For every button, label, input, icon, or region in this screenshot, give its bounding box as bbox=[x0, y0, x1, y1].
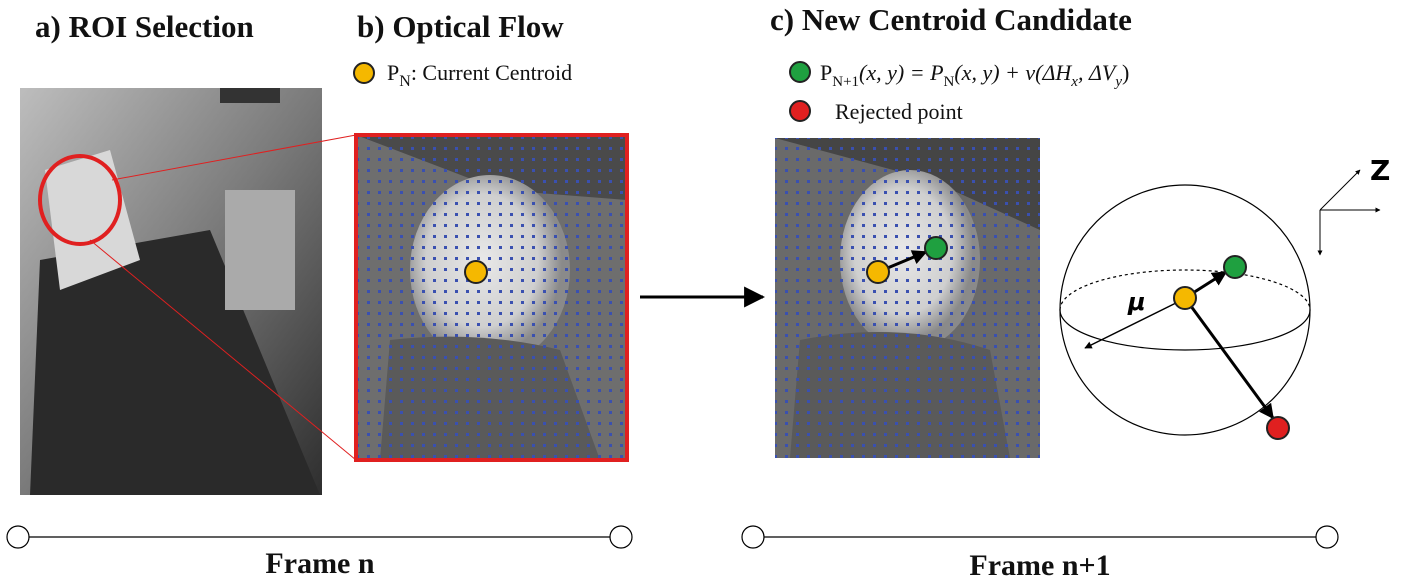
panel-title: c) New Centroid Candidate bbox=[770, 2, 1132, 37]
candidate-centroid bbox=[925, 237, 947, 259]
candidate-icon bbox=[790, 62, 810, 82]
roi-photo bbox=[20, 88, 322, 495]
rejected-vector bbox=[1185, 298, 1273, 418]
frame-label: Frame n bbox=[265, 547, 374, 580]
current-centroid bbox=[465, 261, 487, 283]
frame-label: Frame n+1 bbox=[969, 549, 1110, 581]
candidate-centroid bbox=[1224, 256, 1246, 278]
candidate-image bbox=[775, 138, 1040, 458]
current-centroid bbox=[867, 261, 889, 283]
axis-label: Z bbox=[1370, 154, 1390, 187]
rejected-point bbox=[1267, 417, 1289, 439]
subscript: N bbox=[399, 73, 411, 90]
centroid-icon bbox=[354, 63, 374, 83]
legend-text: Rejected point bbox=[835, 99, 963, 124]
panel-title: b) Optical Flow bbox=[357, 9, 564, 44]
formula-part: P bbox=[820, 60, 832, 85]
flow-image bbox=[356, 135, 627, 460]
radius-label: μ bbox=[1127, 288, 1146, 316]
formula-part: ) bbox=[1122, 60, 1129, 85]
rejected-icon bbox=[790, 101, 810, 121]
subscript: N+1 bbox=[832, 74, 859, 90]
formula-part: , ΔV bbox=[1078, 60, 1118, 85]
formula: PN+1(x, y) = PN(x, y) + v(ΔHx, ΔVy) bbox=[820, 60, 1129, 90]
legend-text: PN: Current Centroid bbox=[387, 60, 572, 90]
formula-part: (x, y) + v(ΔH bbox=[954, 60, 1072, 85]
formula-part: (x, y) = P bbox=[859, 60, 943, 85]
symbol: P bbox=[387, 60, 399, 85]
label: : Current Centroid bbox=[411, 60, 572, 85]
subscript: N bbox=[944, 74, 955, 90]
current-centroid bbox=[1174, 287, 1196, 309]
timeline bbox=[7, 526, 1338, 548]
subscript: y bbox=[1113, 74, 1122, 90]
diagram: a) ROI Selection b) Optical Flow c) New … bbox=[0, 0, 1403, 581]
panel-title: a) ROI Selection bbox=[35, 9, 254, 44]
